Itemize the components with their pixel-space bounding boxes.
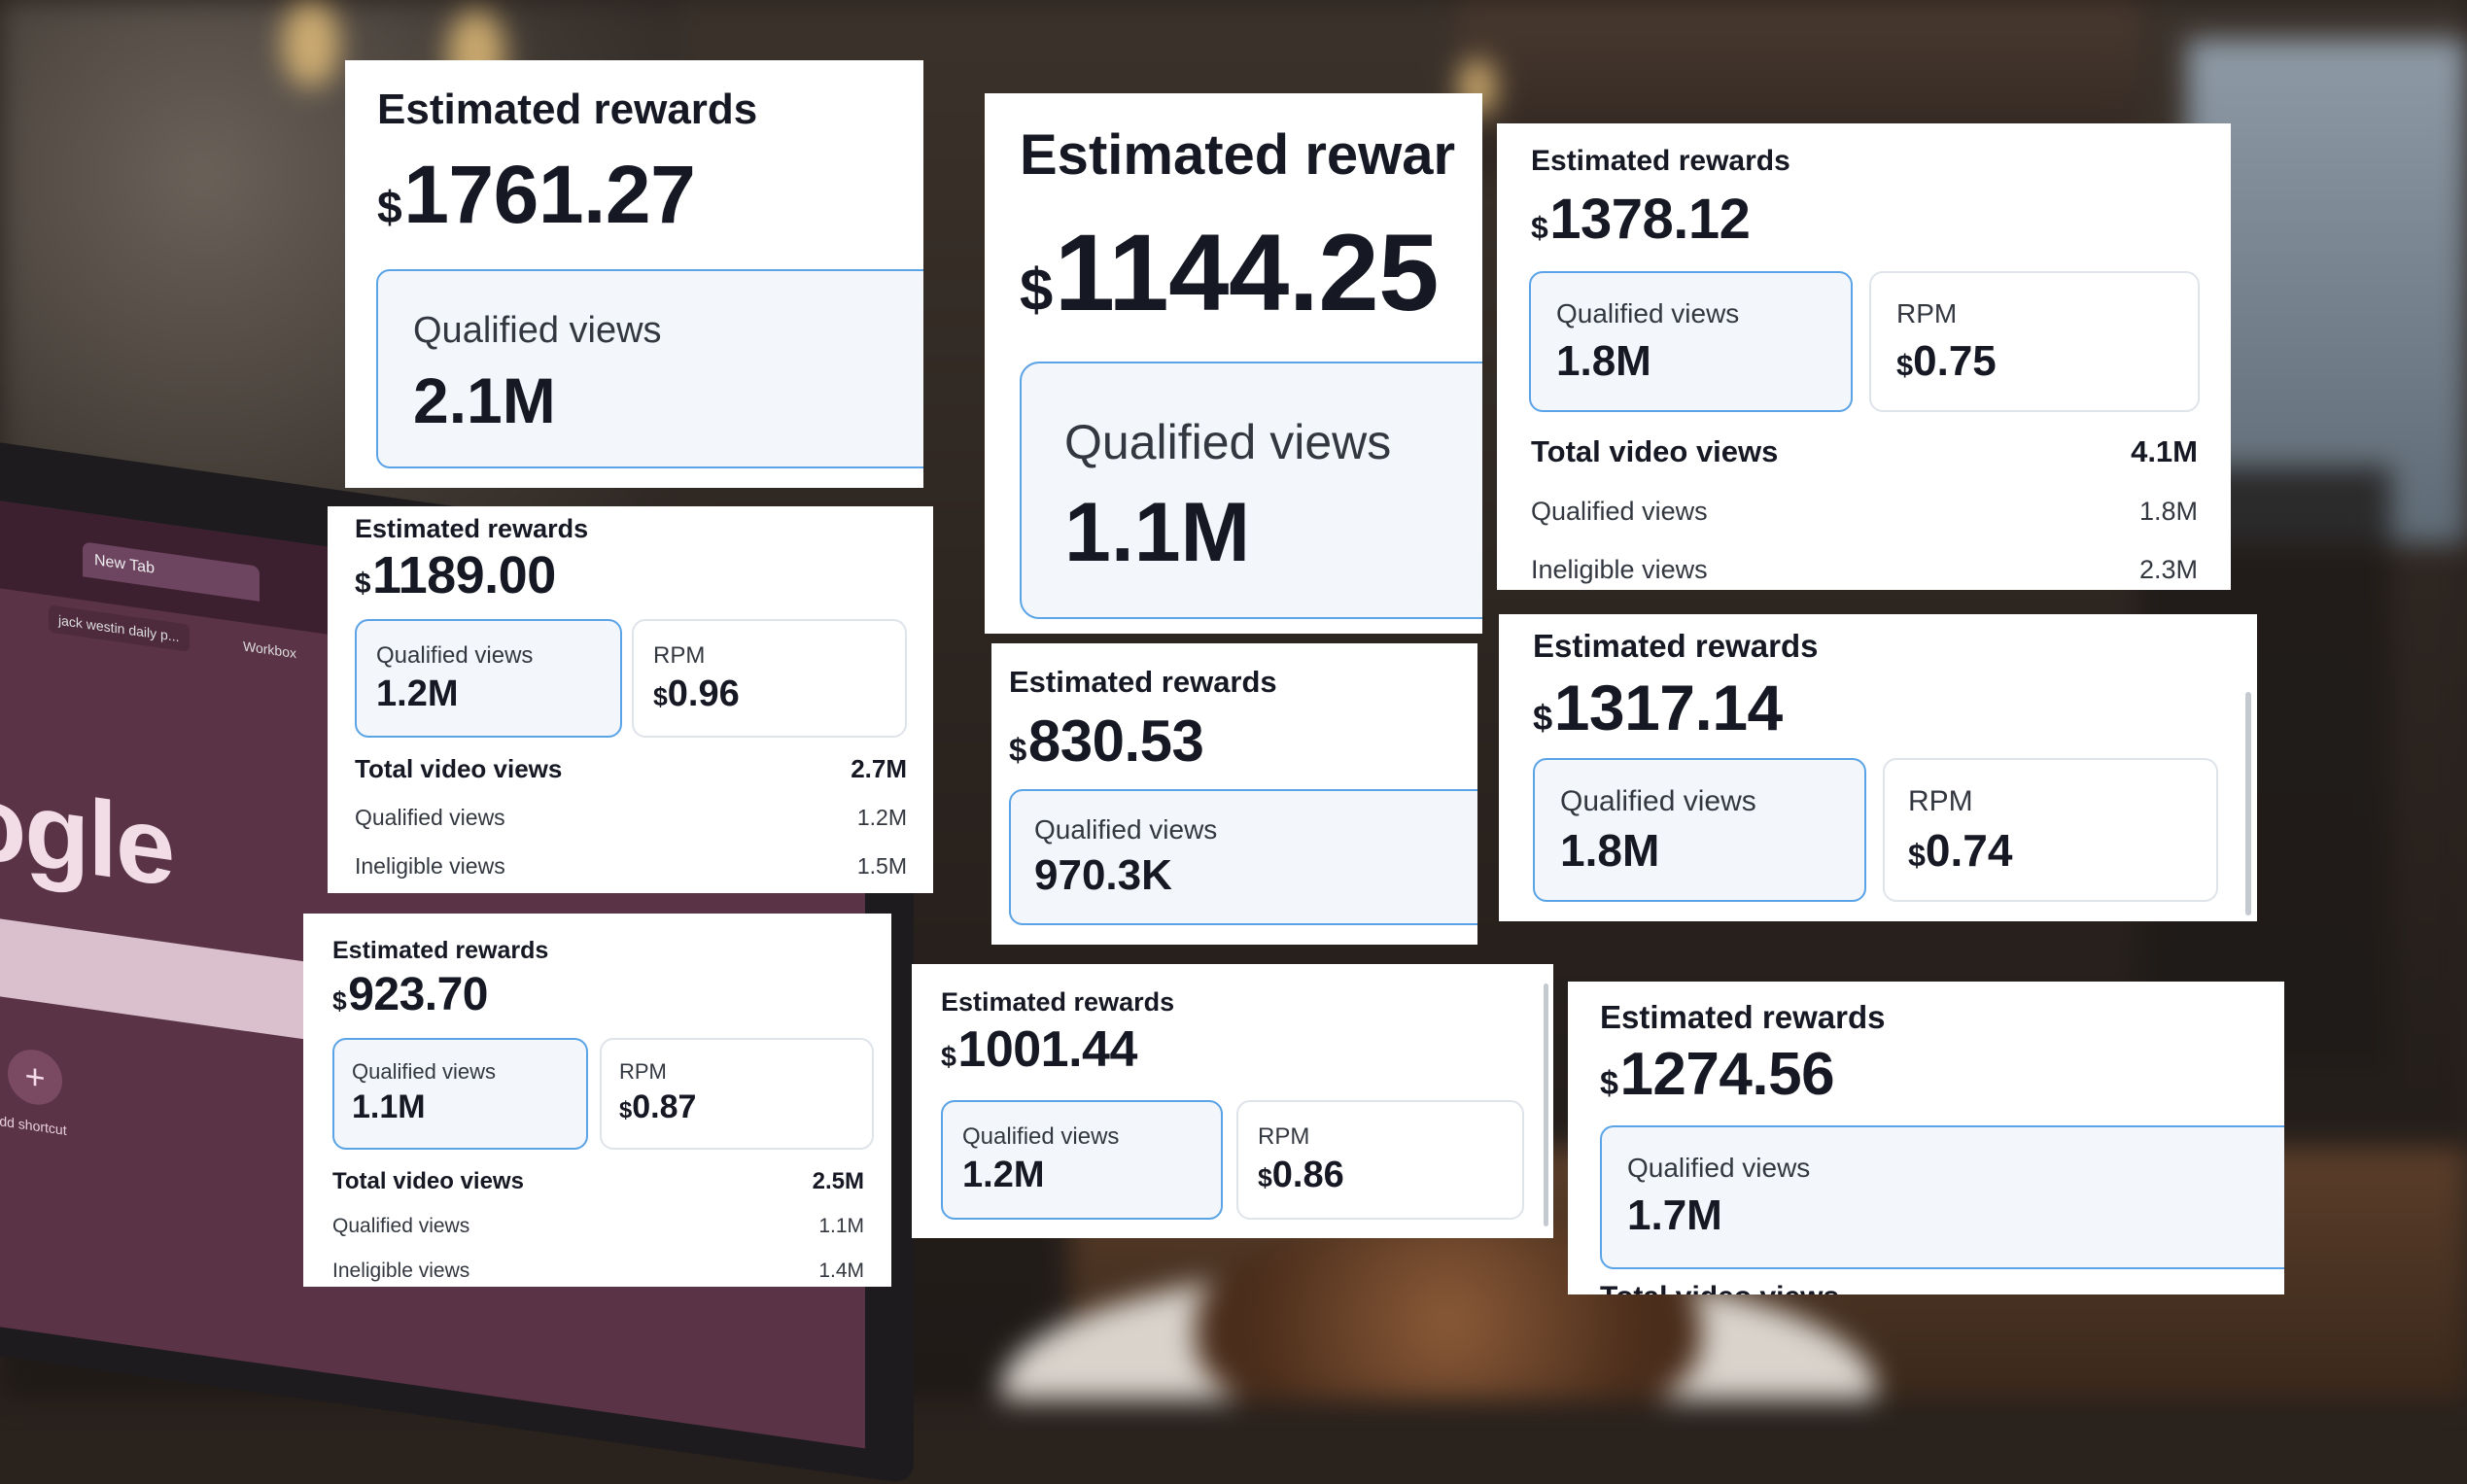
- estimated-amount: $1317.14: [1533, 672, 1783, 743]
- metric-value: $0.96: [653, 673, 740, 714]
- estimated-amount: $830.53: [1009, 708, 1204, 774]
- metric-value: $0.75: [1896, 337, 1997, 385]
- scrollbar[interactable]: [2245, 692, 2251, 915]
- qualified-views-tile[interactable]: Qualified views 1.8M: [1529, 271, 1853, 412]
- rpm-tile[interactable]: RPM $0.75: [1869, 271, 2200, 412]
- rpm-tile[interactable]: RPM $0.74: [1883, 758, 2218, 902]
- metric-value: 1.2M: [376, 673, 459, 714]
- metric-value: 1.1M: [352, 1088, 426, 1125]
- scrollbar[interactable]: [1544, 984, 1548, 1226]
- google-logo: ogle: [0, 759, 174, 910]
- estimated-amount: $1189.00: [355, 546, 556, 604]
- metric-label: RPM: [1908, 785, 1973, 817]
- metric-value: $0.87: [619, 1088, 697, 1125]
- rewards-card: Estimated rewar $1144.25 Qualified views…: [985, 93, 1482, 634]
- estimated-amount: $1378.12: [1531, 188, 1751, 251]
- metric-value: 1.8M: [1556, 337, 1651, 385]
- qualified-views-tile[interactable]: Qualified views 1.2M: [941, 1100, 1223, 1220]
- estimated-amount: $1761.27: [377, 149, 696, 240]
- qualified-views-tile[interactable]: Qualified views 1.2M: [355, 619, 622, 738]
- metric-value: 1.7M: [1627, 1191, 1722, 1239]
- metric-label: RPM: [1258, 1123, 1310, 1150]
- metric-label: Qualified views: [1560, 785, 1756, 817]
- estimated-amount: $923.70: [332, 969, 488, 1020]
- rewards-card: Estimated rewards $1274.56 Qualified vie…: [1568, 982, 2284, 1294]
- card-title: Estimated rewards: [1600, 999, 1886, 1035]
- metric-value: 1.1M: [1064, 486, 1251, 579]
- card-title: Estimated rewards: [1531, 145, 1790, 177]
- card-title: Estimated rewards: [941, 987, 1175, 1017]
- rewards-card: Estimated rewards $1189.00 Qualified vie…: [328, 506, 933, 893]
- rewards-card: Estimated rewards $923.70 Qualified view…: [303, 914, 891, 1287]
- card-title: Estimated rewards: [332, 937, 549, 964]
- plus-icon[interactable]: +: [8, 1046, 62, 1109]
- metric-label: Qualified views: [1064, 415, 1392, 469]
- metric-value: 1.2M: [962, 1155, 1045, 1195]
- qualified-views-tile[interactable]: Qualified views 970.3K: [1009, 789, 1477, 925]
- card-title: Estimated rewards: [377, 86, 758, 133]
- rewards-card: Estimated rewards $1761.27 Qualified vie…: [345, 60, 923, 488]
- card-title: Estimated rewar: [1020, 123, 1456, 187]
- rpm-tile[interactable]: RPM $0.86: [1236, 1100, 1524, 1220]
- card-title: Estimated rewards: [355, 514, 589, 543]
- card-title: Estimated rewards: [1009, 665, 1277, 699]
- metric-label: Qualified views: [352, 1059, 496, 1084]
- qualified-views-tile[interactable]: Qualified views 1.1M: [332, 1038, 588, 1150]
- qualified-views-tile[interactable]: Qualified views 2.1M: [376, 269, 923, 468]
- shortcut-label: Add shortcut: [0, 1111, 67, 1138]
- metric-label: Qualified views: [413, 310, 662, 351]
- qualified-views-tile[interactable]: Qualified views 1.7M: [1600, 1125, 2284, 1269]
- metric-value: $0.86: [1258, 1155, 1344, 1195]
- metric-label: RPM: [1896, 298, 1958, 328]
- qualified-views-tile[interactable]: Qualified views 1.1M: [1020, 362, 1482, 619]
- metric-label: Qualified views: [1034, 814, 1218, 845]
- metric-value: 970.3K: [1034, 851, 1172, 899]
- card-title: Estimated rewards: [1533, 628, 1819, 664]
- rewards-card: Estimated rewards $830.53 Qualified view…: [991, 643, 1477, 945]
- qualified-views-tile[interactable]: Qualified views 1.8M: [1533, 758, 1866, 902]
- metric-value: 2.1M: [413, 364, 556, 436]
- rewards-card: Estimated rewards $1317.14 Qualified vie…: [1499, 614, 2257, 921]
- metric-value: 1.8M: [1560, 825, 1660, 876]
- rewards-card: Estimated rewards $1001.44 Qualified vie…: [912, 964, 1553, 1238]
- metric-value: $0.74: [1908, 825, 2013, 876]
- metric-label: Qualified views: [962, 1123, 1120, 1150]
- estimated-amount: $1001.44: [941, 1021, 1137, 1078]
- bookmark-item[interactable]: Workbox: [243, 638, 296, 662]
- metric-label: Qualified views: [1627, 1153, 1811, 1183]
- estimated-amount: $1274.56: [1600, 1041, 1835, 1108]
- rpm-tile[interactable]: RPM $0.87: [600, 1038, 874, 1150]
- rewards-card: Estimated rewards $1378.12 Qualified vie…: [1497, 123, 2231, 590]
- estimated-amount: $1144.25: [1020, 212, 1439, 333]
- search-input[interactable]: [0, 916, 340, 1045]
- metric-label: Qualified views: [1556, 298, 1740, 328]
- rpm-tile[interactable]: RPM $0.96: [632, 619, 907, 738]
- metric-label: RPM: [619, 1059, 667, 1084]
- metric-label: RPM: [653, 642, 706, 669]
- metric-label: Qualified views: [376, 642, 534, 669]
